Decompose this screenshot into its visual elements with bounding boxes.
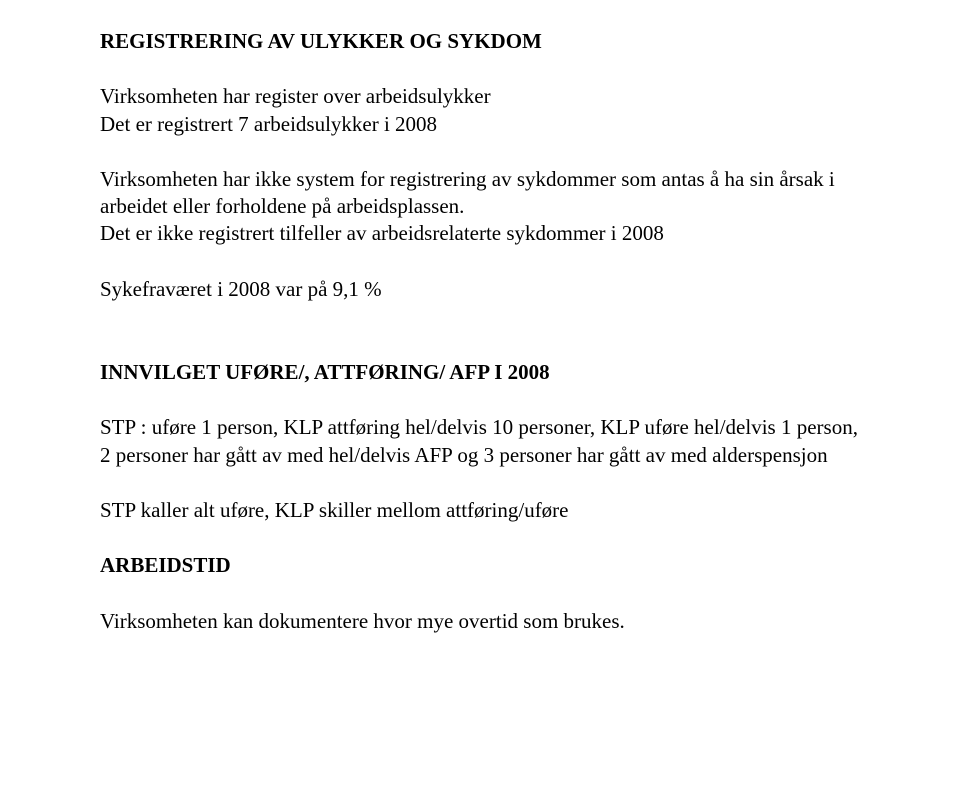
section-1-heading: REGISTRERING AV ULYKKER OG SYKDOM <box>100 28 860 55</box>
section-2-para-2: STP kaller alt uføre, KLP skiller mellom… <box>100 497 860 524</box>
section-3-para-1: Virksomheten kan dokumentere hvor mye ov… <box>100 608 860 635</box>
section-1-para-2: Det er registrert 7 arbeidsulykker i 200… <box>100 111 860 138</box>
section-1-para-3: Virksomheten har ikke system for registr… <box>100 166 860 221</box>
section-2-heading: INNVILGET UFØRE/, ATTFØRING/ AFP I 2008 <box>100 359 860 386</box>
section-2-para-1: STP : uføre 1 person, KLP attføring hel/… <box>100 414 860 469</box>
section-1-para-1: Virksomheten har register over arbeidsul… <box>100 83 860 110</box>
document-page: REGISTRERING AV ULYKKER OG SYKDOM Virkso… <box>0 0 960 635</box>
section-3-heading: ARBEIDSTID <box>100 552 860 579</box>
section-1-para-5: Sykefraværet i 2008 var på 9,1 % <box>100 276 860 303</box>
section-1-para-4: Det er ikke registrert tilfeller av arbe… <box>100 220 860 247</box>
